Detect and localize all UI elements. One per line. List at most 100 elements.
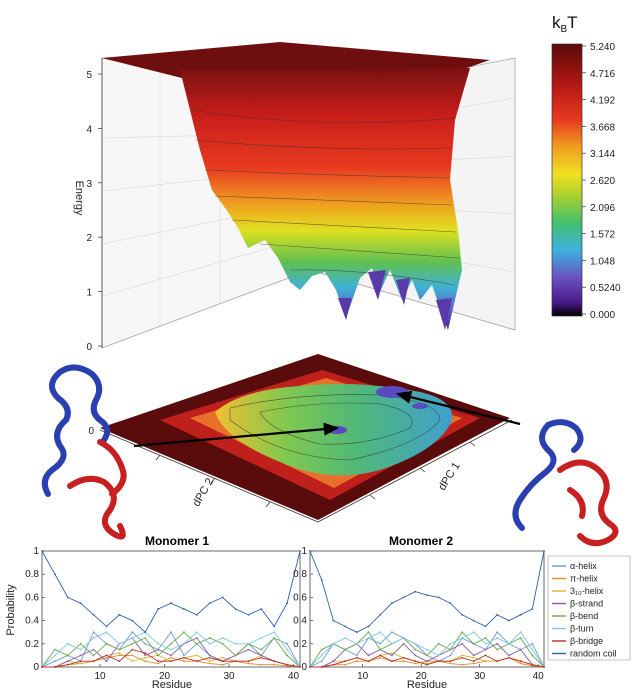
series-point — [299, 550, 301, 552]
surface-wells — [338, 270, 452, 330]
series-point — [367, 625, 370, 628]
floor-ticks — [155, 441, 476, 508]
x-tick-label: 10 — [357, 671, 369, 682]
series-point — [344, 637, 346, 639]
colorbar-tick-label: 2.620 — [590, 176, 615, 187]
series-point — [519, 637, 522, 639]
series-point — [247, 642, 250, 645]
series-point — [144, 654, 147, 657]
arrow-to-right-structure — [395, 390, 521, 426]
y-tick-label: 0.6 — [293, 592, 307, 603]
series-point — [144, 652, 147, 654]
series-point — [309, 550, 311, 552]
series-point — [195, 631, 198, 634]
series-point — [79, 602, 82, 605]
series-point — [131, 654, 134, 657]
series-point — [367, 660, 370, 663]
series-point — [131, 619, 134, 622]
series-point — [79, 648, 82, 651]
legend-label: π-helix — [570, 574, 598, 584]
series-point — [144, 637, 147, 639]
series-point — [144, 660, 147, 663]
series-point — [157, 642, 160, 645]
series-point — [414, 662, 417, 665]
series-point — [286, 642, 288, 645]
series-point — [355, 656, 358, 659]
series-point — [379, 648, 382, 651]
monomer-2-axes-box — [309, 550, 545, 668]
series-point — [379, 642, 382, 645]
series-point — [273, 660, 276, 663]
series-point — [260, 663, 263, 666]
series-point — [66, 654, 69, 657]
series-point — [131, 631, 134, 634]
series-point — [118, 660, 121, 663]
series-point — [320, 579, 323, 581]
z-ticks: 0 1 2 3 4 5 — [86, 70, 102, 353]
series-point — [157, 660, 160, 663]
series-point — [484, 648, 487, 651]
series-point — [92, 613, 95, 616]
series-point — [170, 656, 172, 659]
series-point — [273, 631, 276, 634]
series-point — [105, 631, 108, 634]
series-point — [221, 637, 224, 639]
series-point — [484, 642, 487, 645]
z-tick-label: 1 — [86, 288, 92, 299]
series-point — [391, 654, 393, 657]
series-point — [449, 660, 452, 663]
series-point — [332, 663, 335, 666]
legend-label: 3₁₀-helix — [570, 586, 604, 596]
series-point — [221, 663, 224, 666]
colorbar-tick-label: 4.716 — [590, 69, 615, 80]
series-point — [519, 631, 522, 634]
series-point — [367, 637, 370, 639]
protein-left-blue-chain — [41, 364, 111, 497]
series-point — [472, 660, 475, 663]
monomer-1-axes-box — [41, 550, 301, 668]
monomer-1-panel: Monomer 1 0 0.2 0.4 0.6 0.8 1 10 20 30 40 Residue… — [5, 534, 301, 691]
monomer-2-title: Monomer 2 — [389, 534, 453, 548]
series-point — [519, 660, 522, 663]
legend-label: β-strand — [570, 599, 603, 609]
surface-panel: 0 1 2 3 4 5 Energy — [73, 42, 516, 353]
z-tick-label: 2 — [86, 233, 92, 244]
series-point — [437, 596, 440, 599]
series-point — [54, 648, 56, 651]
series-point — [344, 625, 346, 628]
series-point — [66, 663, 69, 666]
series-point — [79, 642, 82, 645]
series-point — [54, 660, 56, 663]
z-axis-label: Energy — [73, 181, 85, 216]
series-point — [170, 660, 172, 663]
surface-contours — [189, 109, 461, 286]
protein-right-red-chain — [557, 459, 619, 547]
colorbar-tick-label: 2.096 — [590, 203, 615, 214]
legend-items: α-helix π-helix 3₁₀-helix β-strand β-bend β-t… — [552, 561, 617, 659]
series-point — [66, 660, 69, 663]
series-point — [105, 625, 108, 628]
series-point — [472, 642, 475, 645]
legend-label: random coil — [570, 649, 617, 659]
series-point — [118, 648, 121, 651]
series-point — [426, 663, 428, 666]
series-point — [247, 660, 250, 663]
floor-axis-front-right — [317, 419, 513, 523]
series-point — [195, 654, 198, 657]
series-point — [367, 631, 370, 634]
y-tick-label: 1 — [301, 546, 307, 557]
series-point — [208, 642, 211, 645]
series-point — [92, 631, 95, 634]
series-point — [79, 662, 82, 665]
colorbar-tick-label: 4.192 — [590, 96, 615, 107]
series-point — [170, 648, 172, 651]
series-point — [449, 662, 452, 665]
series-point — [332, 642, 335, 645]
series-point — [508, 619, 510, 622]
colorbar: kBT 5.240 4.716 4.192 3.668 3.144 2.620 2.096 1… — [551, 13, 621, 321]
series-point — [496, 637, 499, 639]
legend-label: β-bend — [570, 611, 598, 621]
series-point — [183, 660, 185, 663]
series-point — [221, 596, 224, 599]
series-point — [320, 660, 323, 663]
